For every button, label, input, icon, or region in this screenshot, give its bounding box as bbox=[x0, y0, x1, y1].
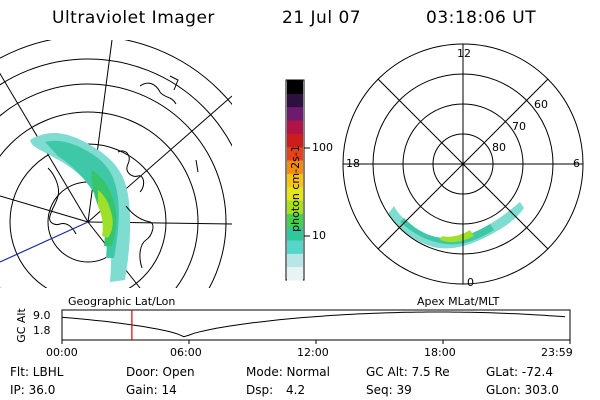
instrument-title: Ultraviolet Imager bbox=[52, 8, 215, 28]
colorbar-cell bbox=[287, 146, 303, 161]
info-gain: Gain: 14 bbox=[126, 383, 177, 397]
timeline-ytick-top: 9.0 bbox=[33, 309, 51, 322]
mlt-label-0: 0 bbox=[467, 276, 474, 289]
geographic-map bbox=[0, 40, 232, 288]
colorbar-cell bbox=[287, 226, 303, 241]
colorbar-cell bbox=[287, 266, 303, 281]
colorbar-cell bbox=[287, 106, 303, 121]
colorbar-cell bbox=[287, 240, 303, 254]
info-glon: GLon: 303.0 bbox=[486, 383, 559, 397]
date-label: 21 Jul 07 bbox=[282, 8, 362, 28]
timeline-xtick-1: 06:00 bbox=[170, 346, 202, 359]
lat-label-70: 70 bbox=[512, 120, 526, 133]
colorbar-cell bbox=[287, 253, 303, 268]
info-seq: Seq: 39 bbox=[366, 383, 412, 397]
mlt-label-12: 12 bbox=[457, 47, 471, 60]
lat-label-80: 80 bbox=[492, 141, 506, 154]
timeline-ytick-bottom: 1.8 bbox=[33, 324, 51, 337]
colorbar-cell bbox=[287, 173, 303, 188]
colorbar-cell bbox=[287, 160, 303, 174]
mlt-label-18: 18 bbox=[346, 157, 360, 170]
lat-label-60: 60 bbox=[534, 98, 548, 111]
polar-plot bbox=[342, 43, 584, 285]
colorbar-tick-100: 100 bbox=[312, 141, 333, 154]
info-ip: IP: 36.0 bbox=[10, 383, 56, 397]
colorbar bbox=[285, 79, 310, 281]
colorbar-cell bbox=[287, 133, 303, 148]
timeline-xtick-0: 00:00 bbox=[46, 346, 78, 359]
altitude-timeline bbox=[61, 309, 571, 344]
colorbar-cell bbox=[287, 200, 303, 214]
colorbar-tick-10: 10 bbox=[312, 229, 326, 242]
colorbar-cell bbox=[287, 93, 303, 108]
apex-caption: Apex MLat/MLT bbox=[417, 295, 500, 308]
info-filter: Flt: LBHL bbox=[10, 365, 64, 379]
geographic-caption: Geographic Lat/Lon bbox=[68, 295, 176, 308]
info-mode: Mode: Normal bbox=[246, 365, 330, 379]
info-glat: GLat: -72.4 bbox=[486, 365, 553, 379]
colorbar-label: photon cm-2s-1 bbox=[288, 145, 302, 232]
info-gcalt: GC Alt: 7.5 Re bbox=[366, 365, 450, 379]
timeline-xtick-2: 12:00 bbox=[297, 346, 329, 359]
info-dsp-value: 4.2 bbox=[286, 383, 306, 397]
colorbar-cell bbox=[287, 120, 303, 134]
time-label: 03:18:06 UT bbox=[426, 8, 537, 28]
timeline-ylabel: GC Alt bbox=[14, 308, 28, 343]
timeline-xtick-3: 18:00 bbox=[424, 346, 456, 359]
colorbar-cell bbox=[287, 213, 303, 228]
colorbar-cell bbox=[287, 186, 303, 201]
info-dsp-label: Dsp: bbox=[246, 383, 274, 397]
info-door: Door: Open bbox=[126, 365, 195, 379]
timeline-xtick-4: 23:59 bbox=[541, 346, 573, 359]
mlt-label-6: 6 bbox=[573, 157, 580, 170]
aurora-left bbox=[30, 133, 131, 282]
colorbar-cell bbox=[287, 80, 303, 94]
